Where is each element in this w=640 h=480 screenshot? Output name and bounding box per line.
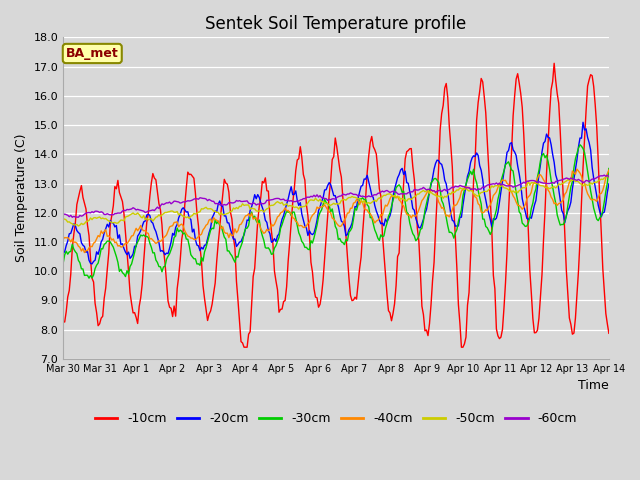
-20cm [223,220,231,226]
-40cm [573,166,580,172]
-50cm [242,202,250,208]
-50cm [604,173,611,179]
-30cm [251,213,259,219]
-40cm [81,250,88,255]
-40cm [300,225,307,230]
-20cm [88,261,96,267]
-60cm [223,202,231,207]
-10cm [578,199,586,204]
-20cm [605,181,612,187]
Line: -20cm: -20cm [63,122,609,264]
-20cm [576,135,584,141]
-30cm [85,276,93,281]
-50cm [60,216,67,222]
-10cm [126,290,134,296]
-50cm [251,206,259,212]
-30cm [605,166,612,171]
-10cm [242,344,250,350]
-10cm [222,180,230,186]
-50cm [223,211,231,216]
-40cm [60,236,67,242]
Text: BA_met: BA_met [66,47,118,60]
-30cm [578,144,586,149]
-50cm [576,180,584,186]
-40cm [251,215,259,221]
Line: -60cm: -60cm [63,175,609,217]
-10cm [550,60,558,66]
-30cm [242,226,250,231]
-10cm [240,344,248,350]
Y-axis label: Soil Temperature (C): Soil Temperature (C) [15,134,28,263]
-20cm [242,226,250,231]
Line: -40cm: -40cm [63,169,609,252]
-60cm [128,206,136,212]
-20cm [128,254,136,260]
-60cm [251,201,259,206]
-60cm [242,198,250,204]
-40cm [578,173,586,179]
-50cm [605,175,612,180]
Line: -30cm: -30cm [63,144,609,278]
-20cm [300,217,307,223]
-60cm [60,212,67,218]
-30cm [60,260,67,266]
-50cm [128,211,136,217]
-30cm [128,261,136,267]
Legend: -10cm, -20cm, -30cm, -40cm, -50cm, -60cm: -10cm, -20cm, -30cm, -40cm, -50cm, -60cm [90,407,582,430]
-20cm [251,192,259,198]
X-axis label: Time: Time [578,379,609,392]
-10cm [251,265,259,271]
-40cm [128,233,136,239]
Title: Sentek Soil Temperature profile: Sentek Soil Temperature profile [205,15,467,33]
-10cm [300,171,307,177]
-60cm [300,196,307,202]
-10cm [605,330,612,336]
-20cm [579,120,587,125]
-10cm [60,319,67,324]
-60cm [74,215,82,220]
-40cm [223,230,231,236]
Line: -50cm: -50cm [63,176,609,226]
-20cm [60,251,67,256]
-30cm [300,240,307,246]
-50cm [74,223,82,229]
-30cm [223,248,231,254]
-40cm [242,213,250,219]
-60cm [605,174,612,180]
-60cm [576,178,584,183]
-50cm [300,204,307,209]
Line: -10cm: -10cm [63,63,609,347]
-40cm [605,167,612,173]
-30cm [576,142,584,147]
-60cm [600,172,608,178]
